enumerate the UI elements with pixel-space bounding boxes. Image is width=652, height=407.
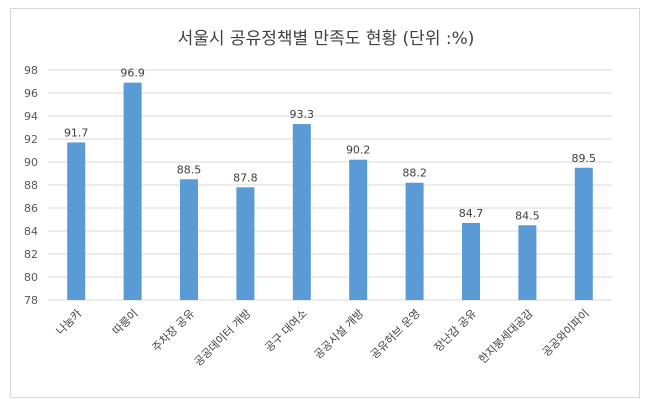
data-label: 88.2 — [402, 167, 427, 180]
bar — [518, 225, 537, 300]
data-label: 89.5 — [572, 152, 597, 165]
chart-frame — [10, 8, 640, 398]
x-tick-label: 공공와이파이 — [540, 307, 592, 359]
x-tick-label: 장난감 공유 — [432, 307, 479, 354]
data-label: 87.8 — [233, 171, 258, 184]
x-tick-label: 공공데이터 개방 — [192, 307, 254, 369]
bar — [405, 182, 424, 300]
x-tick-label: 공공시설 개방 — [312, 307, 367, 362]
x-tick-label: 공유허브 운영 — [368, 307, 423, 362]
bar — [180, 179, 198, 300]
y-tick-label: 78 — [24, 294, 38, 307]
bar — [349, 159, 368, 300]
y-tick-label: 82 — [24, 248, 38, 261]
x-tick-label: 따릉이 — [110, 307, 141, 338]
x-tick-label: 한지붕세대공감 — [476, 307, 535, 366]
y-tick-label: 84 — [24, 225, 38, 238]
y-tick-label: 90 — [24, 156, 38, 169]
data-label: 93.3 — [290, 108, 315, 121]
y-tick-label: 96 — [24, 87, 38, 100]
bar — [292, 124, 311, 300]
data-label: 84.5 — [515, 209, 540, 222]
x-tick-label: 주차장 공유 — [150, 307, 197, 354]
data-label: 91.7 — [64, 126, 89, 139]
bar — [236, 187, 255, 300]
chart-title: 서울시 공유정책별 만족도 현황 (단위 :%) — [177, 29, 475, 49]
data-label: 84.7 — [459, 207, 484, 220]
data-label: 96.9 — [120, 67, 145, 80]
bar — [67, 142, 86, 300]
bar — [462, 222, 480, 300]
bar — [123, 82, 142, 301]
x-tick-label: 공구 대여소 — [262, 307, 309, 354]
y-tick-label: 88 — [24, 179, 38, 192]
data-label: 90.2 — [346, 144, 371, 157]
y-tick-label: 94 — [24, 110, 38, 123]
y-tick-label: 86 — [24, 202, 38, 215]
y-tick-label: 98 — [24, 64, 38, 77]
bar — [574, 167, 593, 300]
x-tick-label: 나눔카 — [54, 307, 85, 338]
y-tick-label: 92 — [24, 133, 38, 146]
data-label: 88.5 — [177, 163, 202, 176]
y-tick-label: 80 — [24, 271, 38, 284]
